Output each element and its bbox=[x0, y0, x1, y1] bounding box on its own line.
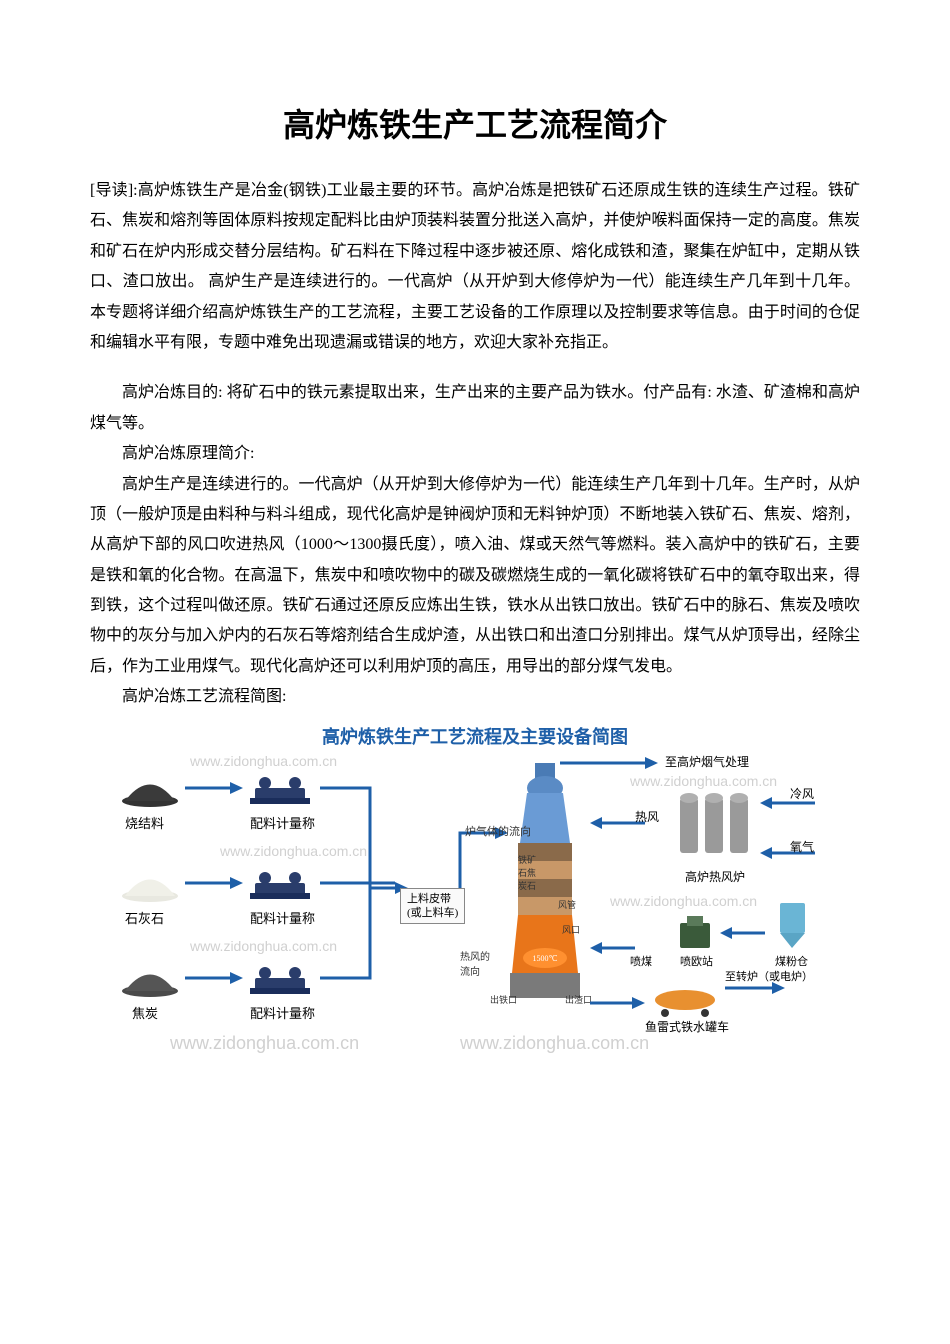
gas-out-label: 至高炉烟气处理 bbox=[665, 753, 749, 770]
hot-stove-icon bbox=[675, 783, 755, 863]
arrow-icon bbox=[185, 778, 245, 798]
watermark: www.zidonghua.com.cn bbox=[460, 1033, 649, 1054]
hot-air-flow-label: 热风的 流向 bbox=[460, 948, 490, 978]
intro-paragraph: [导读]:高炉炼铁生产是冶金(钢铁)工业最主要的环节。高炉冶炼是把铁矿石还原成生… bbox=[90, 176, 860, 358]
slag-outlet-label: 出渣口 bbox=[565, 993, 592, 1006]
watermark: www.zidonghua.com.cn bbox=[610, 893, 757, 909]
furnace-flow-label: 炉气体的流向 bbox=[465, 823, 531, 839]
hot-air-label: 热风 bbox=[635, 808, 659, 825]
arrow-icon bbox=[185, 968, 245, 988]
coke-material-icon bbox=[120, 953, 180, 998]
material-tiny-label: 铁矿石焦炭石 bbox=[518, 853, 536, 892]
limestone-label: 石灰石 bbox=[125, 908, 164, 927]
belt-label-box: 上料皮带 (或上料车) bbox=[400, 888, 465, 925]
watermark: www.zidonghua.com.cn bbox=[190, 753, 337, 769]
inject-station-label: 喷欧站 bbox=[680, 953, 713, 969]
sinter-material-icon bbox=[120, 763, 180, 808]
blast-furnace-icon: 1500℃ bbox=[500, 763, 590, 1013]
diagram-title: 高炉炼铁生产工艺流程及主要设备简图 bbox=[90, 723, 860, 749]
watermark: www.zidonghua.com.cn bbox=[190, 938, 337, 954]
coal-bin-label: 煤粉仓 bbox=[775, 953, 808, 969]
process-diagram: 高炉炼铁生产工艺流程及主要设备简图 www.zidonghua.com.cn w… bbox=[90, 723, 860, 1093]
scale3-label: 配料计量称 bbox=[250, 1003, 315, 1022]
inject-coal-label: 喷煤 bbox=[630, 953, 652, 969]
paragraph-principle-body: 高炉生产是连续进行的。一代高炉（从开炉到大修停炉为一代）能连续生产几年到十几年。… bbox=[90, 470, 860, 683]
coal-bin-icon bbox=[775, 898, 810, 953]
iron-outlet-label: 出铁口 bbox=[490, 993, 517, 1006]
arrow-icon bbox=[590, 993, 645, 1013]
paragraph-principle-heading: 高炉冶炼原理简介: bbox=[90, 439, 860, 469]
to-converter-label: 至转炉（或电炉） bbox=[725, 968, 813, 984]
arrow-icon bbox=[560, 753, 660, 773]
torpedo-car-icon bbox=[650, 988, 720, 1018]
inject-station-icon bbox=[675, 913, 715, 953]
arrow-icon bbox=[185, 873, 245, 893]
sinter-label: 烧结料 bbox=[125, 813, 164, 832]
scale1-label: 配料计量称 bbox=[250, 813, 315, 832]
watermark: www.zidonghua.com.cn bbox=[170, 1033, 359, 1054]
cold-air-label: 冷风 bbox=[790, 785, 814, 802]
arrow-icon bbox=[320, 878, 410, 988]
scale-icon bbox=[245, 863, 315, 903]
stove-label: 高炉热风炉 bbox=[685, 868, 745, 885]
svg-text:1500℃: 1500℃ bbox=[533, 954, 558, 963]
arrow-icon bbox=[720, 923, 770, 943]
scale-icon bbox=[245, 768, 315, 808]
scale-icon bbox=[245, 958, 315, 998]
scale2-label: 配料计量称 bbox=[250, 908, 315, 927]
paragraph-purpose: 高炉冶炼目的: 将矿石中的铁元素提取出来，生产出来的主要产品为铁水。付产品有: … bbox=[90, 378, 860, 439]
limestone-material-icon bbox=[120, 858, 180, 903]
torpedo-label: 鱼雷式铁水罐车 bbox=[645, 1018, 729, 1035]
coke-label: 焦炭 bbox=[132, 1003, 158, 1022]
page-title: 高炉炼铁生产工艺流程简介 bbox=[90, 100, 860, 146]
oxygen-label: 氧气 bbox=[790, 838, 814, 855]
air-pipe-label: 风管 bbox=[558, 898, 576, 911]
tuyere-label: 风口 bbox=[562, 923, 580, 936]
paragraph-diagram-heading: 高炉冶炼工艺流程简图: bbox=[90, 682, 860, 712]
